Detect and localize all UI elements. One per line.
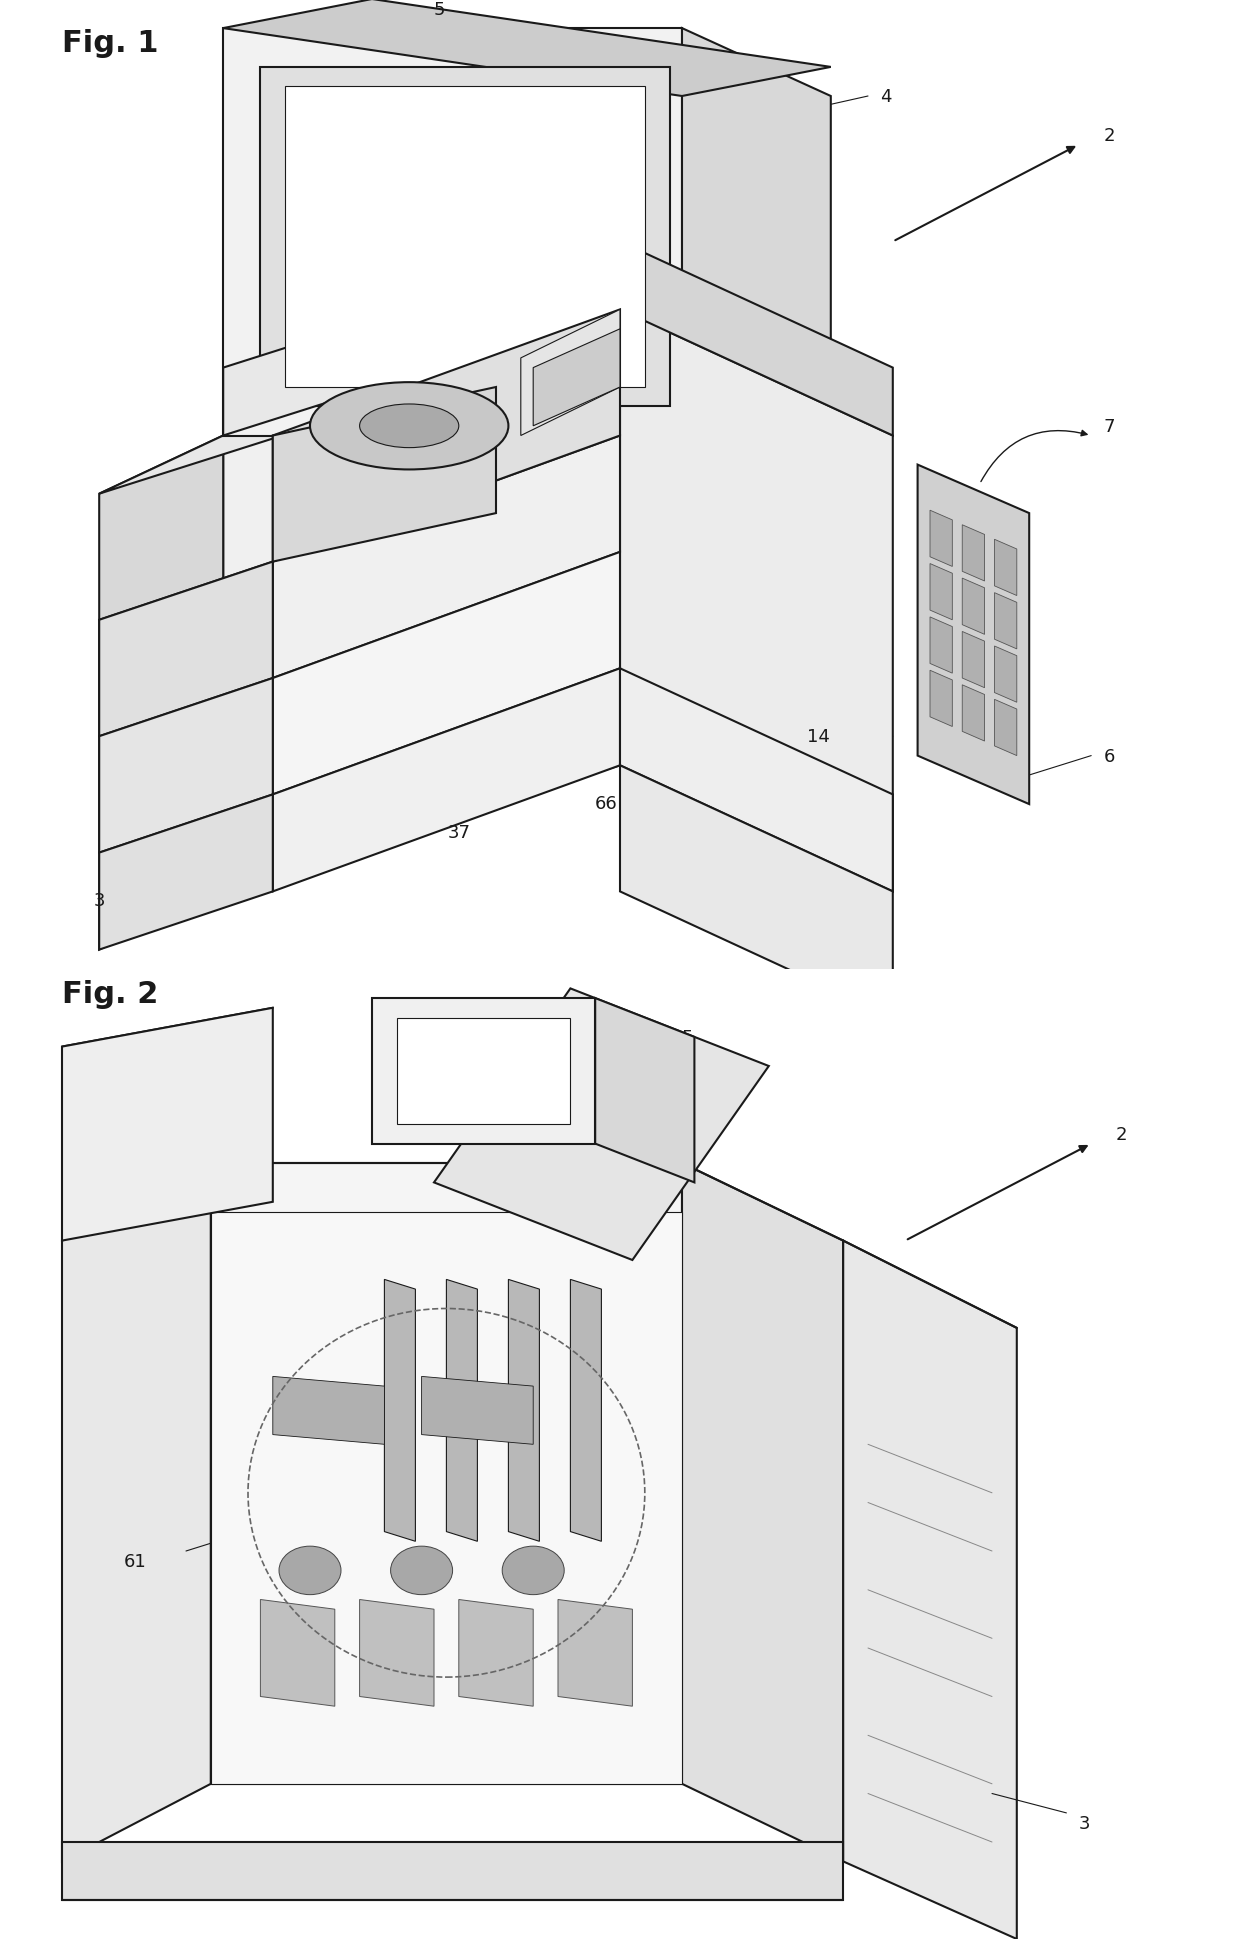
Polygon shape bbox=[962, 580, 985, 636]
Polygon shape bbox=[620, 669, 893, 892]
Polygon shape bbox=[962, 632, 985, 688]
Text: Fig. 1: Fig. 1 bbox=[62, 29, 159, 58]
Polygon shape bbox=[273, 436, 620, 679]
Circle shape bbox=[391, 1547, 453, 1594]
Polygon shape bbox=[508, 1280, 539, 1542]
Polygon shape bbox=[620, 310, 893, 892]
Polygon shape bbox=[962, 686, 985, 743]
Circle shape bbox=[279, 1547, 341, 1594]
Polygon shape bbox=[930, 510, 952, 566]
Polygon shape bbox=[211, 1212, 682, 1784]
Polygon shape bbox=[260, 68, 670, 407]
Polygon shape bbox=[620, 242, 893, 436]
Polygon shape bbox=[459, 1600, 533, 1706]
Text: 61: 61 bbox=[124, 1551, 146, 1571]
Text: 3: 3 bbox=[1079, 1813, 1090, 1832]
Polygon shape bbox=[273, 669, 620, 892]
Polygon shape bbox=[570, 1280, 601, 1542]
Polygon shape bbox=[521, 310, 620, 436]
Text: 5: 5 bbox=[682, 1028, 693, 1047]
Text: 55: 55 bbox=[732, 320, 755, 339]
Circle shape bbox=[502, 1547, 564, 1594]
Polygon shape bbox=[558, 1600, 632, 1706]
Polygon shape bbox=[99, 562, 273, 737]
Polygon shape bbox=[372, 999, 595, 1144]
Polygon shape bbox=[223, 310, 620, 892]
Polygon shape bbox=[930, 564, 952, 620]
Polygon shape bbox=[994, 700, 1017, 756]
Polygon shape bbox=[99, 436, 223, 950]
Polygon shape bbox=[360, 1600, 434, 1706]
Text: 3: 3 bbox=[93, 892, 105, 909]
Text: Fig. 2: Fig. 2 bbox=[62, 979, 159, 1008]
Polygon shape bbox=[682, 1163, 843, 1861]
Polygon shape bbox=[446, 1280, 477, 1542]
Ellipse shape bbox=[310, 382, 508, 471]
Polygon shape bbox=[918, 465, 1029, 805]
Text: 6: 6 bbox=[1104, 747, 1115, 766]
Polygon shape bbox=[434, 989, 769, 1260]
Polygon shape bbox=[273, 310, 620, 562]
Polygon shape bbox=[595, 999, 694, 1183]
Polygon shape bbox=[994, 541, 1017, 597]
Polygon shape bbox=[620, 766, 893, 1018]
Polygon shape bbox=[273, 553, 620, 795]
Polygon shape bbox=[843, 1241, 1017, 1939]
Polygon shape bbox=[260, 1600, 335, 1706]
Polygon shape bbox=[533, 330, 620, 427]
Polygon shape bbox=[99, 795, 273, 950]
Text: 4: 4 bbox=[880, 87, 892, 107]
Polygon shape bbox=[962, 525, 985, 582]
Polygon shape bbox=[397, 1018, 570, 1125]
Text: 14: 14 bbox=[807, 727, 830, 745]
Polygon shape bbox=[422, 1377, 533, 1445]
Text: 7: 7 bbox=[1104, 417, 1115, 436]
Polygon shape bbox=[62, 1842, 843, 1900]
Polygon shape bbox=[62, 1163, 211, 1861]
Text: 2: 2 bbox=[1116, 1125, 1127, 1144]
Text: 66: 66 bbox=[595, 795, 618, 812]
Polygon shape bbox=[223, 242, 620, 436]
Polygon shape bbox=[99, 310, 620, 494]
Polygon shape bbox=[930, 671, 952, 727]
Polygon shape bbox=[99, 679, 273, 853]
Polygon shape bbox=[682, 29, 831, 504]
Text: 2: 2 bbox=[1104, 126, 1115, 145]
Polygon shape bbox=[994, 648, 1017, 702]
Polygon shape bbox=[223, 0, 831, 97]
Polygon shape bbox=[384, 1280, 415, 1542]
Polygon shape bbox=[285, 87, 645, 388]
Ellipse shape bbox=[360, 405, 459, 448]
Polygon shape bbox=[223, 29, 682, 436]
Polygon shape bbox=[994, 593, 1017, 650]
Text: 5: 5 bbox=[434, 2, 445, 19]
Polygon shape bbox=[211, 1163, 682, 1784]
Text: 37: 37 bbox=[448, 824, 470, 842]
Polygon shape bbox=[273, 388, 496, 562]
Polygon shape bbox=[62, 1008, 273, 1241]
Polygon shape bbox=[273, 1377, 384, 1445]
Polygon shape bbox=[930, 617, 952, 675]
